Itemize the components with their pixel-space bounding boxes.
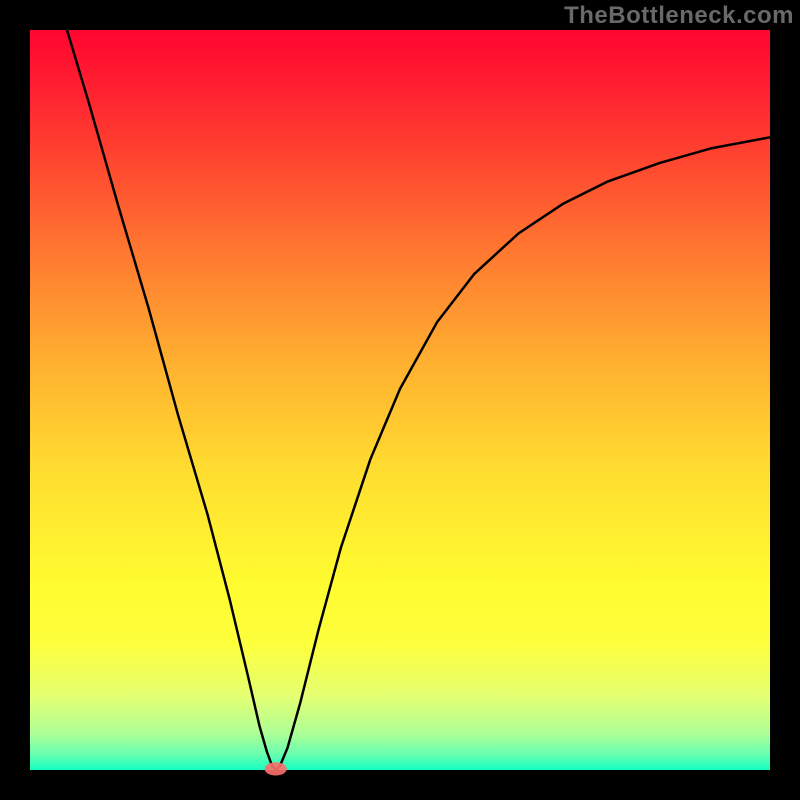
chart-frame: TheBottleneck.com xyxy=(0,0,800,800)
chart-svg xyxy=(0,0,800,800)
watermark-text: TheBottleneck.com xyxy=(564,2,794,30)
chart-plot xyxy=(0,0,800,800)
